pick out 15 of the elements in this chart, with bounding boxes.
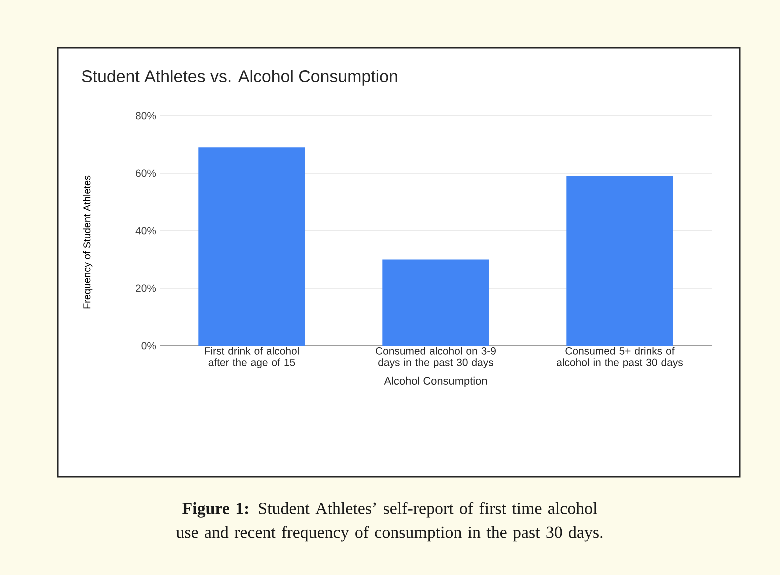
- bar: [198, 148, 306, 346]
- x-axis-title: Alcohol Consumption: [384, 376, 488, 388]
- y-tick-label: 60%: [136, 170, 156, 178]
- chart-title: Student Athletes vs. Alcohol Consumption: [82, 70, 398, 86]
- y-axis-title: Frequency of Student Athletes: [83, 176, 93, 309]
- y-tick-label: 0%: [142, 342, 156, 350]
- bar: [382, 260, 490, 346]
- y-tick-label: 40%: [136, 227, 156, 235]
- text: Figure 1: Student Athletes’ self-report of first time alcohol use and recent frequency of consumption in the past 30 days.: [176, 502, 603, 542]
- x-tick-label: Consumed alcohol on 3-9 days in the past 30 days: [376, 347, 496, 368]
- x-tick-label: First drink of alcohol after the age of 15: [205, 347, 299, 368]
- bar: [566, 176, 674, 346]
- y-tick-label: 20%: [136, 284, 156, 292]
- x-tick-label: Consumed 5+ drinks of alcohol in the past 30 days: [557, 347, 683, 368]
- y-tick-label: 80%: [136, 112, 156, 120]
